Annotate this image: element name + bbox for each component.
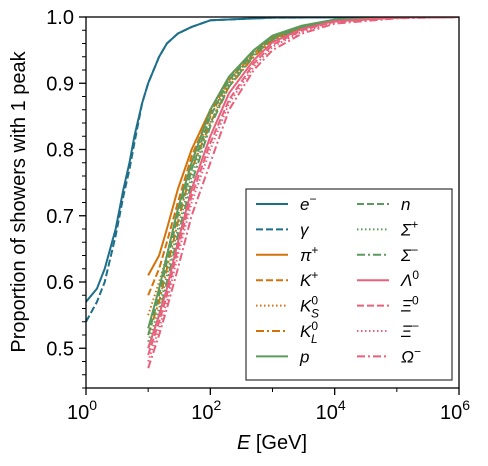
legend-label: e−: [300, 192, 316, 214]
axes-layer: 100 102 104 106 0.5 0.6 0.7 0.8 0.9 1.0: [46, 7, 470, 424]
legend-label: Λ0: [400, 268, 419, 290]
legend-label: n: [401, 195, 410, 214]
legend-label: K+: [300, 268, 318, 290]
y-tick-label: 0.6: [46, 272, 74, 294]
series-line-8: [147, 17, 459, 342]
legend-label: Ξ0: [400, 294, 419, 316]
y-tick-label: 0.9: [46, 73, 74, 95]
x-tick-label: 102: [191, 397, 221, 424]
y-tick-label: 0.7: [46, 206, 74, 228]
y-tick-label: 1.0: [46, 7, 74, 29]
series-line-11: [147, 17, 459, 356]
x-tick-label: 104: [316, 397, 346, 424]
legend-label: K0 S: [300, 294, 319, 321]
legend-label: Ξ−: [400, 319, 419, 341]
legend-label: Σ−: [400, 243, 418, 265]
legend: e− γ π+ K+ K0 SK0 Lp n Σ+ Σ− Λ0 Ξ0 Ξ− Ω−: [245, 188, 453, 381]
x-axis-label: E [GeV]: [237, 432, 307, 454]
series-layer: [86, 17, 459, 369]
legend-label: π+: [300, 243, 318, 265]
y-axis-label: Proportion of showers with 1 peak: [8, 50, 30, 352]
y-tick-label: 0.8: [46, 140, 74, 162]
x-tick-label: 100: [67, 397, 97, 424]
legend-box: [245, 188, 453, 381]
y-tick-label: 0.5: [46, 338, 74, 360]
legend-label: K0 L: [300, 319, 318, 346]
series-line-13: [147, 17, 459, 369]
series-line-1: [86, 17, 459, 323]
x-tick-label: 106: [440, 397, 470, 424]
legend-label: Ω−: [401, 344, 421, 366]
legend-label: Σ+: [400, 217, 418, 239]
legend-label: γ: [300, 220, 310, 239]
legend-label: p: [299, 347, 309, 366]
